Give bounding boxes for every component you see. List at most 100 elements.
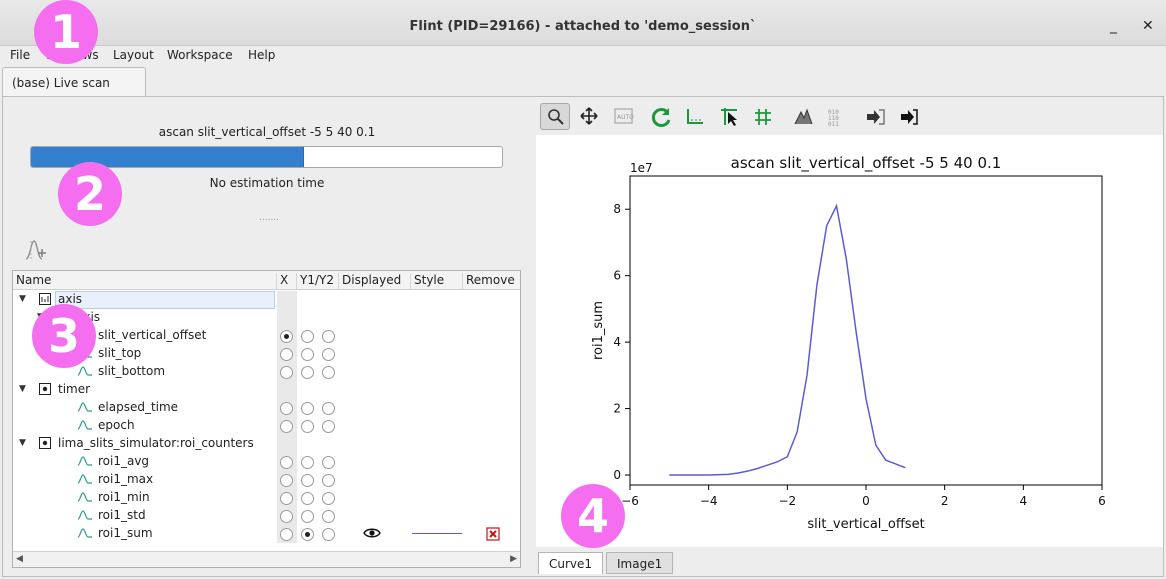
annotation-badge-4: 4 bbox=[561, 484, 625, 548]
tree-row[interactable]: slit_bottom bbox=[13, 363, 520, 381]
curve-channel-icon bbox=[77, 491, 93, 503]
refresh-icon bbox=[651, 108, 671, 127]
plot-area[interactable]: ascan slit_vertical_offset -5 5 40 0.1 1e… bbox=[536, 135, 1163, 547]
col-remove[interactable]: Remove bbox=[466, 273, 515, 287]
y2-axis-radio[interactable] bbox=[322, 402, 335, 415]
y2-axis-radio[interactable] bbox=[322, 420, 335, 433]
tree-row[interactable]: slit_vertical_offset bbox=[13, 327, 520, 345]
expand-arrow-icon[interactable]: ▼ bbox=[19, 294, 26, 304]
y2-axis-radio[interactable] bbox=[322, 510, 335, 523]
y1-axis-radio[interactable] bbox=[301, 402, 314, 415]
y2-axis-radio[interactable] bbox=[322, 474, 335, 487]
y2-axis-radio[interactable] bbox=[322, 348, 335, 361]
tree-row[interactable]: ▼ axis bbox=[13, 291, 520, 309]
x-axis-radio[interactable] bbox=[280, 366, 293, 379]
export-button[interactable] bbox=[860, 103, 890, 130]
y1-axis-radio[interactable] bbox=[301, 474, 314, 487]
x-axis-radio[interactable] bbox=[280, 528, 293, 541]
scroll-left-icon[interactable]: ◀ bbox=[16, 554, 23, 564]
y1-axis-radio[interactable] bbox=[301, 330, 314, 343]
tab-live-scan[interactable]: (base) Live scan bbox=[2, 67, 146, 97]
col-name[interactable]: Name bbox=[13, 273, 277, 290]
x-axis-label: slit_vertical_offset bbox=[807, 517, 924, 532]
scroll-right-icon[interactable]: ▶ bbox=[510, 554, 517, 564]
tree-row[interactable]: roi1_sum bbox=[13, 525, 520, 543]
x-axis-radio[interactable] bbox=[280, 420, 293, 433]
col-x[interactable]: X bbox=[277, 273, 297, 290]
curve-style-button[interactable] bbox=[788, 103, 818, 130]
pan-mode-button[interactable] bbox=[574, 103, 604, 130]
y1-axis-radio[interactable] bbox=[301, 492, 314, 505]
add-curve-icon[interactable] bbox=[23, 237, 49, 263]
tab-image1[interactable]: Image1 bbox=[606, 552, 674, 574]
y1-axis-radio[interactable] bbox=[301, 366, 314, 379]
visible-eye-icon[interactable] bbox=[363, 526, 381, 543]
tab-curve1[interactable]: Curve1 bbox=[538, 552, 604, 574]
tree-row[interactable]: slit_top bbox=[13, 345, 520, 363]
export-menu-button[interactable] bbox=[894, 103, 924, 130]
expand-arrow-icon[interactable]: ▼ bbox=[19, 384, 26, 394]
x-axis-radio[interactable] bbox=[280, 510, 293, 523]
tree-row[interactable]: roi1_max bbox=[13, 471, 520, 489]
grid-icon bbox=[755, 109, 771, 125]
expand-arrow-icon[interactable]: ▼ bbox=[19, 438, 26, 448]
remove-curve-icon[interactable] bbox=[486, 527, 500, 544]
y2-axis-radio[interactable] bbox=[322, 492, 335, 505]
menu-file[interactable]: File bbox=[10, 48, 31, 62]
axis-options-button[interactable] bbox=[680, 103, 710, 130]
plot-tabs: Curve1 Image1 bbox=[536, 548, 1163, 576]
x-tick-label: 2 bbox=[941, 494, 949, 508]
channel-label: roi1_max bbox=[98, 472, 154, 486]
cursor-icon bbox=[721, 108, 737, 126]
close-button[interactable]: ✕ bbox=[1142, 18, 1154, 34]
tree-row[interactable]: roi1_avg bbox=[13, 453, 520, 471]
svg-text:010: 010 bbox=[828, 109, 839, 116]
tree-row[interactable]: roi1_min bbox=[13, 489, 520, 507]
y2-axis-radio[interactable] bbox=[322, 330, 335, 343]
zoom-mode-button[interactable] bbox=[540, 103, 570, 130]
refresh-button[interactable] bbox=[646, 103, 676, 130]
channel-label: slit_vertical_offset bbox=[98, 328, 207, 342]
svg-text:AUTO: AUTO bbox=[617, 114, 634, 121]
y2-axis-radio[interactable] bbox=[322, 366, 335, 379]
y2-axis-radio[interactable] bbox=[322, 528, 335, 541]
x-axis-radio[interactable] bbox=[280, 330, 293, 343]
scan-title: ascan slit_vertical_offset -5 5 40 0.1 bbox=[158, 125, 376, 139]
tree-row[interactable]: elapsed_time bbox=[13, 399, 520, 417]
x-axis-radio[interactable] bbox=[280, 456, 293, 469]
auto-reset-zoom-button[interactable]: AUTO bbox=[608, 103, 638, 130]
col-y1y2[interactable]: Y1/Y2 bbox=[297, 273, 339, 290]
crosshair-cursor-button[interactable] bbox=[714, 103, 744, 130]
y1-axis-radio[interactable] bbox=[301, 528, 314, 541]
channel-label: epoch bbox=[98, 418, 135, 432]
horizontal-scrollbar[interactable]: ◀ ▶ bbox=[13, 551, 520, 567]
menu-workspace[interactable]: Workspace bbox=[167, 48, 233, 62]
x-axis-radio[interactable] bbox=[280, 402, 293, 415]
curve-style-swatch[interactable] bbox=[412, 533, 462, 534]
col-style[interactable]: Style bbox=[411, 273, 463, 290]
menu-help[interactable]: Help bbox=[248, 48, 276, 62]
y2-axis-radio[interactable] bbox=[322, 456, 335, 469]
magnifier-icon bbox=[548, 109, 564, 125]
minimize-button[interactable]: _ bbox=[1110, 18, 1117, 34]
x-axis-radio[interactable] bbox=[280, 492, 293, 505]
x-axis-radio[interactable] bbox=[280, 474, 293, 487]
y1-axis-radio[interactable] bbox=[301, 420, 314, 433]
channel-label: roi1_avg bbox=[98, 454, 150, 468]
y1-axis-radio[interactable] bbox=[301, 348, 314, 361]
tree-row[interactable]: ▼ timer bbox=[13, 381, 520, 399]
y1-axis-radio[interactable] bbox=[301, 510, 314, 523]
menu-layout[interactable]: Layout bbox=[113, 48, 154, 62]
tree-row[interactable]: ▼ lima_slits_simulator:roi_counters bbox=[13, 435, 520, 453]
data-view-button[interactable]: 010 110 011 bbox=[822, 103, 852, 130]
tree-row[interactable]: epoch bbox=[13, 417, 520, 435]
grid-toggle-button[interactable] bbox=[748, 103, 778, 130]
splitter-handle[interactable]: ....... bbox=[259, 213, 280, 223]
y1-axis-radio[interactable] bbox=[301, 456, 314, 469]
channel-label: slit_top bbox=[98, 346, 142, 360]
tree-row[interactable]: roi1_std bbox=[13, 507, 520, 525]
curve-chart[interactable]: ascan slit_vertical_offset -5 5 40 0.1 1e… bbox=[536, 135, 1163, 547]
x-axis-radio[interactable] bbox=[280, 348, 293, 361]
col-displayed[interactable]: Displayed bbox=[339, 273, 411, 290]
export-icon bbox=[867, 109, 885, 125]
